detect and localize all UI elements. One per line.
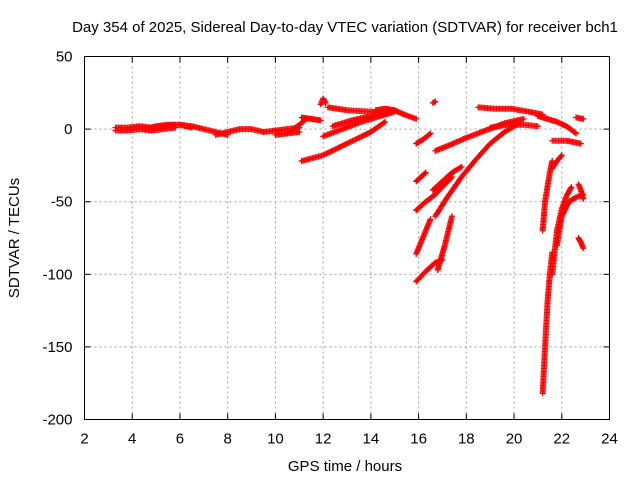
data-track-20 (413, 216, 434, 257)
y-axis-label: SDTVAR / TECUs (6, 178, 23, 298)
data-track-32 (539, 158, 556, 234)
x-tick-label: 18 (458, 431, 475, 448)
data-track-14 (329, 110, 391, 130)
data-track-09 (298, 114, 324, 124)
data-track-17 (429, 98, 439, 106)
y-tick-label: -100 (42, 266, 72, 283)
chart-title: Day 354 of 2025, Sidereal Day-to-day VTE… (72, 19, 618, 36)
data-track-25 (432, 115, 527, 154)
y-tick-label: 0 (64, 121, 72, 138)
x-tick-label: 2 (80, 431, 88, 448)
data-track-26 (475, 104, 546, 118)
data-track-24 (434, 213, 455, 273)
x-tick-label: 24 (601, 431, 618, 448)
data-points (112, 95, 587, 397)
y-tick-label: -200 (42, 412, 72, 429)
data-track-10 (317, 95, 329, 108)
grid (84, 56, 610, 420)
x-tick-label: 4 (128, 431, 136, 448)
data-track-30 (573, 114, 587, 122)
data-track-35 (554, 191, 587, 249)
data-track-37 (575, 181, 587, 202)
y-tick-label: -150 (42, 339, 72, 356)
data-track-16 (413, 130, 434, 147)
y-tick-label: -50 (51, 194, 73, 211)
data-track-23 (432, 120, 522, 220)
x-tick-label: 12 (315, 431, 332, 448)
data-track-28 (534, 113, 580, 137)
data-track-36 (575, 235, 587, 252)
data-track-05 (212, 126, 267, 138)
x-tick-label: 14 (363, 431, 380, 448)
data-track-22 (429, 163, 465, 194)
x-tick-label: 16 (410, 431, 427, 448)
data-track-11 (298, 118, 389, 165)
data-track-15 (372, 105, 420, 122)
data-track-27 (487, 121, 541, 131)
x-tick-label: 6 (176, 431, 184, 448)
data-track-18 (413, 169, 429, 185)
x-axis-label: GPS time / hours (288, 458, 402, 475)
x-tick-label: 10 (267, 431, 284, 448)
x-tick-label: 22 (553, 431, 570, 448)
data-track-29 (549, 137, 584, 147)
plot-frame (84, 56, 610, 420)
data-track-19 (413, 174, 455, 214)
y-tick-label: 50 (56, 49, 73, 66)
x-tick-label: 8 (224, 431, 232, 448)
x-tick-label: 20 (506, 431, 523, 448)
